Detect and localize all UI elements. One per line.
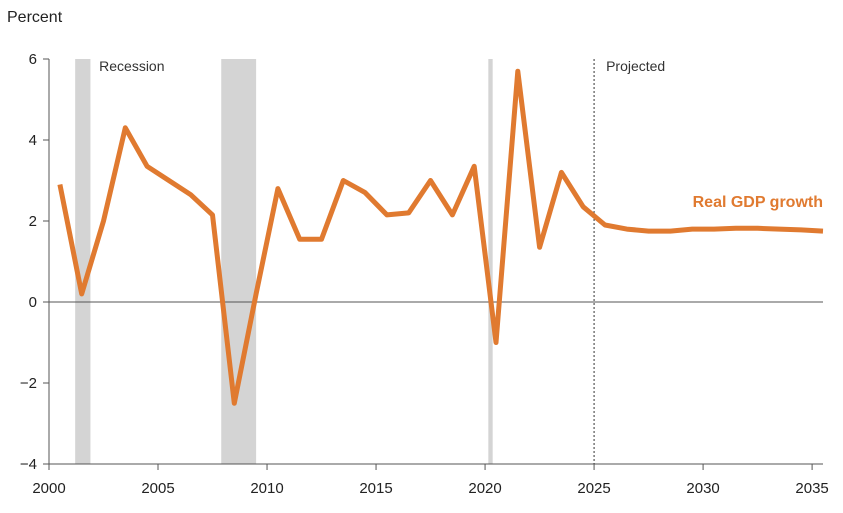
x-tick-label-2: 2010 [250, 480, 283, 497]
x-tick-label-1: 2005 [141, 480, 174, 497]
recession-bands [75, 59, 493, 464]
x-tick-label-7: 2035 [795, 480, 828, 497]
projected-label: Projected [606, 58, 665, 74]
series-line-0 [57, 68, 824, 406]
recession-band-1 [75, 59, 91, 464]
y-tick-label-4: −2 [20, 375, 37, 392]
x-tick-label-3: 2015 [359, 480, 392, 497]
axes: 6 4 2 0 −2 −4 2000 2005 2010 2015 2020 2025 2030 2035 [20, 51, 829, 497]
series-label-real-gdp-growth: Real GDP growth [693, 194, 823, 211]
y-tick-label-3: 0 [29, 294, 37, 311]
x-tick-label-0: 2000 [32, 480, 65, 497]
y-tick-label-5: −4 [20, 456, 37, 473]
recession-band-3 [488, 59, 493, 464]
x-tick-label-5: 2025 [577, 480, 610, 497]
x-tick-label-6: 2030 [686, 480, 719, 497]
recession-label: Recession [99, 58, 164, 74]
recession-band-2 [221, 59, 257, 464]
series-lines [57, 68, 824, 406]
y-tick-label-2: 2 [29, 213, 37, 230]
x-tick-label-4: 2020 [468, 480, 501, 497]
y-axis-title: Percent [7, 9, 63, 26]
y-tick-label-1: 4 [29, 132, 37, 149]
y-tick-label-0: 6 [29, 51, 37, 68]
